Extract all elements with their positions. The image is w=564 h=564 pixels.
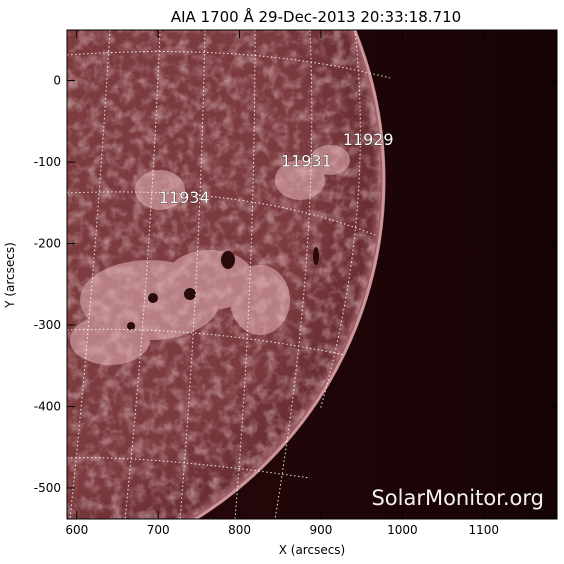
longitude-line: [124, 30, 161, 519]
active-region-labels: 11929 11931 11934: [158, 130, 394, 207]
plot-title: AIA 1700 Å 29-Dec-2013 20:33:18.710: [171, 7, 461, 26]
y-tick-label: -300: [34, 318, 61, 332]
plot-frame: [66, 29, 558, 520]
x-tick-label: 1100: [468, 523, 499, 537]
active-region-label: 11934: [159, 188, 210, 207]
x-tick-label: 600: [65, 523, 88, 537]
latitude-line: [67, 457, 311, 479]
sunspots: [127, 247, 319, 330]
y-axis: 0 -100 -200 -300 -400 -500: [34, 74, 557, 495]
y-tick-label: 0: [53, 74, 61, 88]
limb: [192, 30, 386, 519]
latitude-line: [67, 51, 391, 79]
longitude-line: [274, 30, 313, 519]
y-tick-label: -400: [34, 400, 61, 414]
y-tick-label: -100: [34, 155, 61, 169]
x-tick-label: 700: [147, 523, 170, 537]
latitude-line: [67, 328, 346, 356]
y-axis-label: Y (arcsecs): [3, 242, 17, 309]
longitude-line: [179, 30, 206, 519]
heliographic-grid: [67, 30, 391, 519]
longitude-line: [234, 30, 256, 519]
x-axis-label: X (arcsecs): [279, 543, 346, 557]
longitude-line: [69, 30, 111, 519]
x-tick-label: 1000: [387, 523, 418, 537]
latitude-line: [67, 191, 376, 236]
watermark: SolarMonitor.org: [371, 486, 544, 510]
x-tick-label: 800: [228, 523, 251, 537]
x-axis: 600 700 800 900 1000 1100: [65, 30, 499, 537]
y-tick-label: -500: [34, 481, 61, 495]
active-region-label: 11929: [343, 130, 394, 149]
y-tick-label: -200: [34, 237, 61, 251]
x-tick-label: 900: [310, 523, 333, 537]
active-region-label: 11931: [281, 151, 332, 170]
